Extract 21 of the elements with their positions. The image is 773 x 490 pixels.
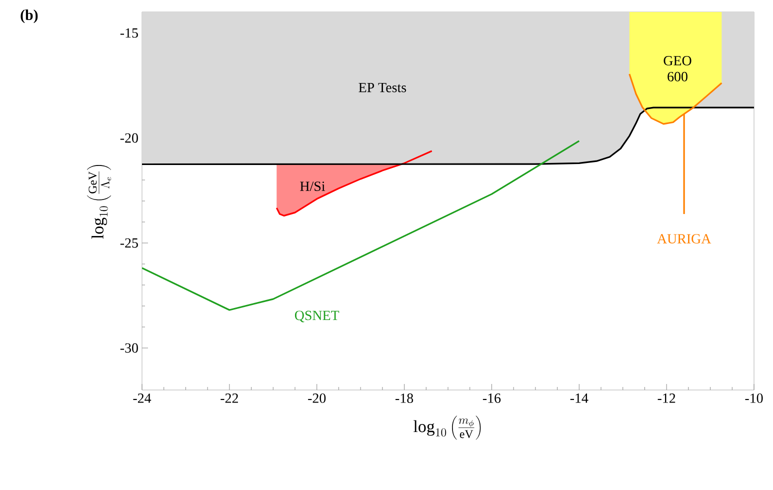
y-tick-label: -30 bbox=[120, 343, 138, 353]
y-tick-label: -25 bbox=[120, 238, 138, 248]
x-tick-label: -18 bbox=[396, 394, 414, 403]
x-tick-label: -20 bbox=[308, 394, 326, 403]
x-tick-label: -16 bbox=[482, 394, 501, 403]
x-axis-title: $\log_{10}\left(\frac{m_\phi}{\mathrm{eV}}\right)$ bbox=[414, 416, 481, 440]
annotation: QSNET bbox=[294, 310, 340, 322]
annotation: EP Tests bbox=[358, 82, 406, 92]
x-tick-label: -14 bbox=[570, 394, 588, 403]
line-series bbox=[142, 140, 580, 311]
chart-title: (b) bbox=[20, 10, 38, 24]
x-tick-label: -24 bbox=[133, 394, 152, 403]
x-tick-label: -22 bbox=[220, 394, 238, 403]
annotation: GEO 600 bbox=[664, 56, 692, 82]
y-axis-title: $\log_{10}\left(\frac{\mathrm{GeV}}{\Lambda_e}\right)$ bbox=[87, 165, 112, 239]
y-tick-label: -15 bbox=[120, 28, 138, 38]
x-tick-label: -12 bbox=[658, 394, 676, 403]
annotation: H/Si bbox=[300, 182, 326, 191]
annotation: AURIGA bbox=[657, 234, 712, 244]
x-tick-label: -10 bbox=[745, 394, 763, 403]
y-tick-label: -20 bbox=[120, 133, 138, 143]
